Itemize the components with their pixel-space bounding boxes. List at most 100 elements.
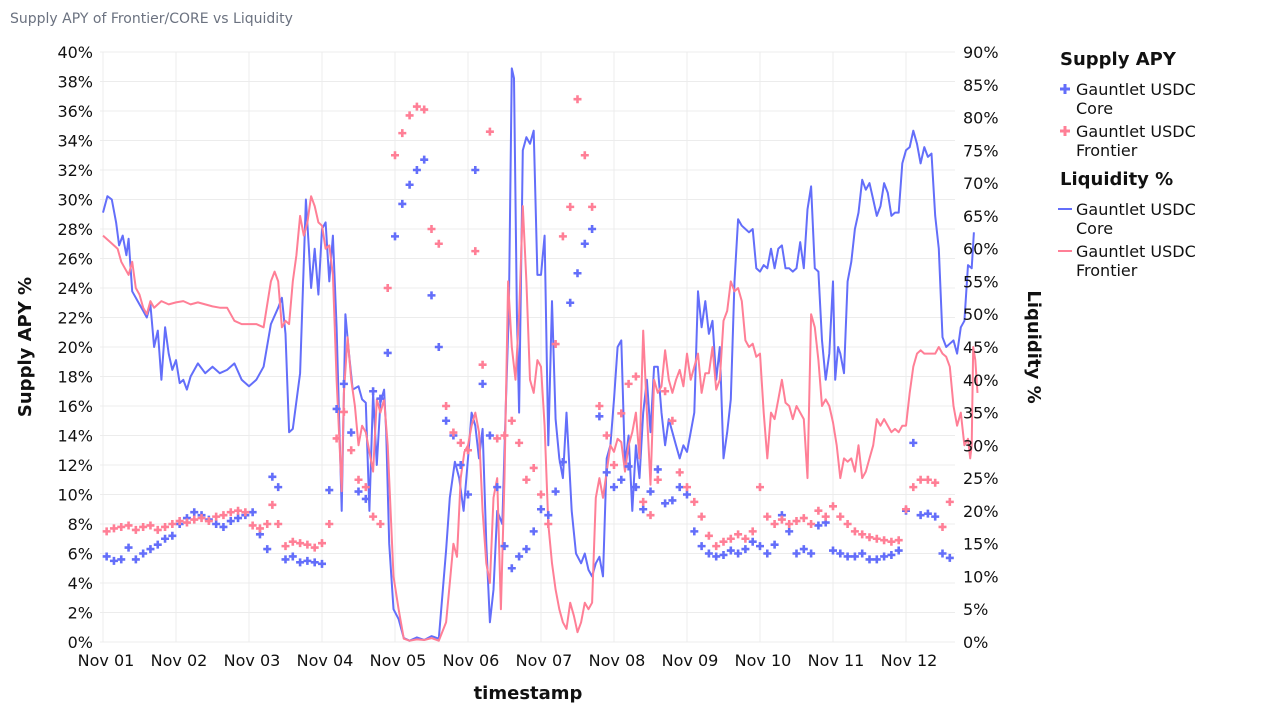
y-left-tick-label: 6% [68, 545, 93, 564]
data-point-marker [880, 552, 889, 561]
data-point-marker [281, 542, 290, 551]
x-tick-label: Nov 08 [589, 651, 646, 670]
data-point-marker [829, 502, 837, 511]
y-right-tick-label: 15% [963, 535, 999, 554]
data-point-marker [303, 540, 312, 549]
data-point-marker [726, 534, 735, 543]
data-point-marker [836, 549, 845, 558]
data-point-marker [945, 497, 954, 506]
y-right-tick-label: 0% [963, 633, 988, 652]
data-point-marker [850, 552, 859, 561]
x-axis-title: timestamp [474, 683, 583, 704]
y-left-tick-label: 32% [57, 161, 93, 180]
y-right-tick-label: 45% [963, 338, 999, 357]
data-point-marker [770, 540, 779, 549]
data-point-marker [168, 520, 177, 528]
data-point-marker [493, 434, 502, 443]
data-point-marker [281, 555, 290, 564]
y-left-tick-label: 28% [57, 220, 93, 239]
data-point-marker [485, 431, 494, 440]
data-point-marker [102, 527, 111, 536]
data-point-marker [923, 475, 932, 484]
data-point-marker [325, 486, 334, 495]
data-point-marker [697, 512, 706, 521]
data-point-marker [610, 461, 618, 469]
data-point-marker [268, 500, 277, 509]
x-tick-label: Nov 01 [78, 651, 135, 670]
data-point-marker [412, 166, 421, 174]
y-right-tick-label: 55% [963, 272, 999, 291]
data-point-marker [146, 521, 155, 530]
data-point-marker [894, 546, 903, 555]
data-point-marker [734, 530, 743, 539]
data-point-marker [829, 546, 837, 555]
data-point-marker [310, 543, 319, 552]
data-point-marker [814, 506, 823, 515]
legend-label: Gauntlet USDC [1076, 200, 1196, 219]
data-point-marker [296, 539, 305, 548]
legend-label: Frontier [1076, 261, 1138, 280]
data-point-marker [872, 555, 881, 564]
data-point-marker [887, 550, 896, 559]
y-left-tick-label: 20% [57, 338, 93, 357]
y-left-tick-label: 38% [57, 73, 93, 92]
data-point-marker [318, 559, 326, 568]
axes: 0% 2% 4% 6% 8% 10% 12% 14% 16% 18% 20% 22% 24% 26% 28%… [15, 43, 1044, 704]
data-point-marker [102, 552, 111, 561]
data-point-marker [726, 546, 735, 555]
y-right-tick-label: 5% [963, 600, 988, 619]
data-point-marker [529, 463, 538, 472]
x-tick-label: Nov 06 [443, 651, 500, 670]
data-point-marker [719, 537, 728, 546]
data-point-marker [332, 404, 341, 413]
data-point-marker [347, 446, 356, 455]
y-left-tick-label: 8% [68, 515, 93, 534]
data-point-marker [668, 416, 677, 425]
data-point-marker [799, 545, 808, 554]
data-point-marker [354, 487, 363, 496]
y-left-tick-label: 22% [57, 309, 93, 328]
data-point-marker [690, 527, 699, 536]
data-point-marker [168, 531, 177, 540]
y-right-tick-label: 90% [963, 43, 999, 62]
data-point-marker [255, 524, 264, 533]
data-point-marker [741, 534, 750, 543]
legend-marker-icon [1060, 126, 1070, 136]
data-point-marker [792, 549, 801, 558]
x-tick-label: Nov 04 [297, 651, 354, 670]
data-point-marker [109, 524, 118, 533]
data-point-marker [785, 527, 794, 536]
data-point-marker [234, 506, 243, 515]
data-point-marker [288, 537, 297, 546]
data-point-marker [653, 475, 662, 484]
data-point-marker [456, 461, 465, 469]
data-point-marker [770, 520, 779, 528]
y-right-tick-label: 80% [963, 109, 999, 128]
data-point-marker [610, 483, 618, 492]
y-right-tick-label: 85% [963, 76, 999, 95]
data-point-marker [442, 416, 451, 425]
y-right-tick-label: 75% [963, 141, 999, 160]
data-point-marker [391, 151, 399, 160]
data-point-marker [420, 155, 429, 164]
data-point-marker [719, 550, 728, 559]
data-point-marker [161, 534, 170, 543]
data-point-marker [821, 512, 830, 521]
data-point-marker [631, 372, 640, 381]
y-right-tick-label: 40% [963, 371, 999, 390]
data-point-marker [675, 468, 684, 477]
data-point-marker [617, 475, 626, 484]
data-point-marker [412, 102, 421, 111]
data-point-marker [931, 512, 940, 521]
data-point-marker [909, 483, 918, 492]
y-right-tick-label: 60% [963, 240, 999, 259]
data-point-marker [339, 407, 348, 416]
y-right-tick-label: 70% [963, 174, 999, 193]
data-point-marker [405, 111, 414, 120]
data-point-marker [704, 549, 713, 558]
